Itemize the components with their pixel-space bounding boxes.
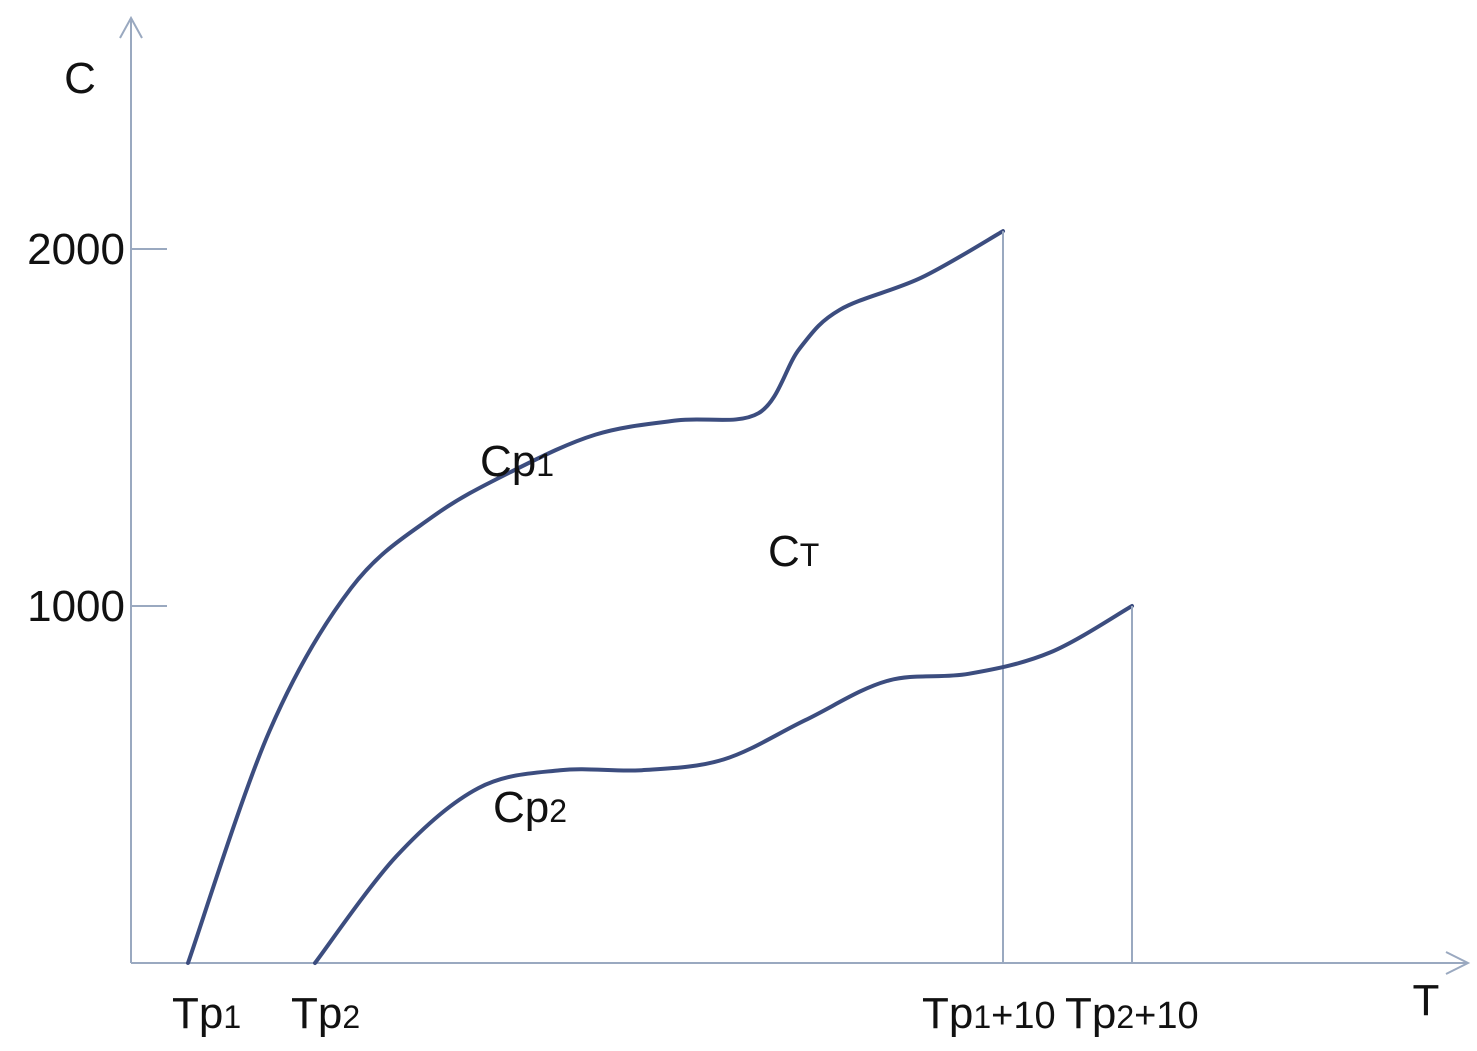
y-tick-label: 2000 <box>27 225 125 274</box>
y-tick-label: 1000 <box>27 582 125 631</box>
series-label-cp1: Cp1 <box>480 437 554 486</box>
series-line-cp2 <box>313 604 1134 965</box>
axes <box>119 15 1471 975</box>
curves <box>186 229 1134 965</box>
y-axis-title: C <box>64 54 96 103</box>
x-axis-title: T <box>1413 976 1440 1025</box>
annotation-ct: CT <box>768 527 819 576</box>
series-label-cp2: Cp2 <box>493 783 567 832</box>
x-axis-arrow-icon <box>1445 951 1471 975</box>
x-tick-label: Tp1+10 <box>922 989 1056 1038</box>
x-tick-label: Tp2+10 <box>1065 989 1199 1038</box>
series-line-cp1 <box>186 229 1005 965</box>
x-tick-label: Tp1 <box>172 989 241 1038</box>
y-axis-arrow-icon <box>119 15 143 39</box>
x-tick-label: Tp2 <box>291 989 360 1038</box>
